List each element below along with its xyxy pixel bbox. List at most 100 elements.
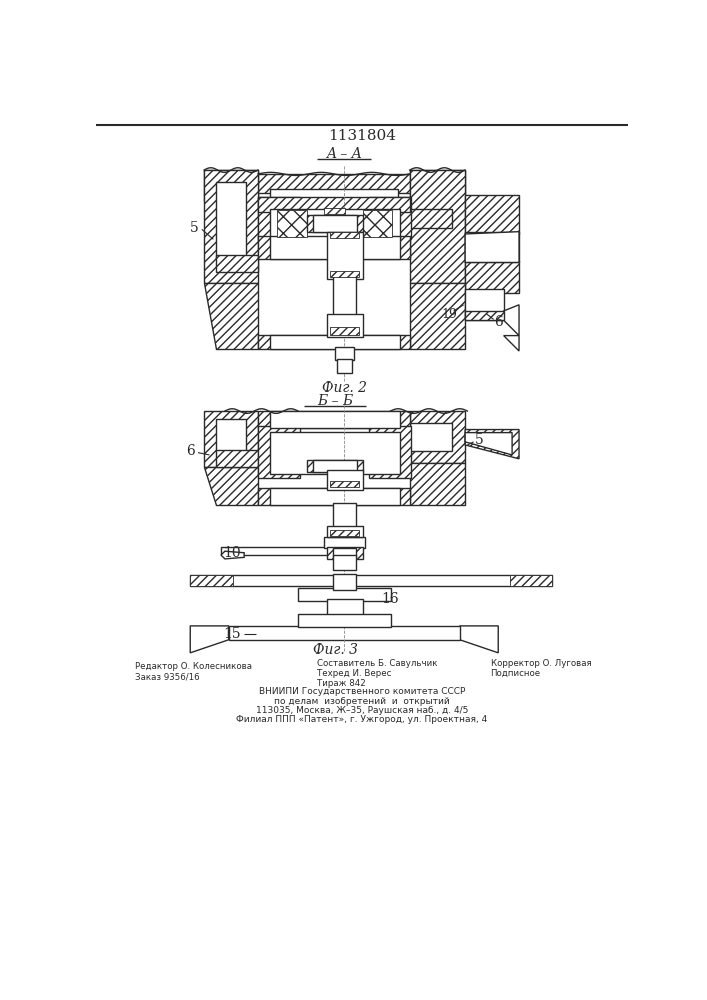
Bar [204, 170, 258, 283]
Bar [258, 197, 409, 212]
Bar [312, 215, 356, 232]
Bar [216, 450, 258, 466]
Text: A – A: A – A [327, 147, 362, 161]
Text: 6: 6 [494, 315, 503, 329]
Polygon shape [465, 232, 519, 262]
Text: Подписное: Подписное [491, 669, 541, 678]
Bar [298, 588, 391, 601]
Bar [330, 232, 359, 238]
Bar [204, 411, 258, 466]
Bar [190, 575, 552, 586]
Polygon shape [409, 283, 465, 349]
Bar [409, 209, 452, 228]
Bar [216, 182, 247, 259]
Polygon shape [460, 626, 498, 653]
Bar [465, 261, 519, 293]
Text: Корректор О. Луговая: Корректор О. Луговая [491, 659, 591, 668]
Bar [269, 209, 399, 239]
Text: Филиал ППП «Патент», г. Ужгород, ул. Проектная, 4: Филиал ППП «Патент», г. Ужгород, ул. Про… [236, 715, 488, 724]
Text: 15: 15 [224, 627, 241, 641]
Text: Техред И. Верес: Техред И. Верес [317, 669, 392, 678]
Bar [330, 327, 359, 335]
Bar [334, 503, 356, 528]
Bar [334, 574, 356, 590]
Text: 5: 5 [474, 433, 484, 447]
Bar [334, 276, 356, 316]
Text: Тираж 842: Тираж 842 [317, 679, 366, 688]
Polygon shape [409, 463, 465, 505]
Bar [465, 195, 519, 234]
Bar [327, 470, 363, 490]
Bar [363, 210, 392, 237]
Bar [465, 289, 503, 320]
Bar [325, 537, 365, 548]
Bar [216, 419, 247, 451]
Bar [307, 215, 363, 232]
Text: 5: 5 [189, 221, 199, 235]
Bar [510, 575, 552, 586]
Bar [258, 235, 409, 259]
Bar [258, 335, 409, 349]
Bar [369, 426, 411, 478]
Polygon shape [190, 626, 229, 653]
Bar [258, 426, 300, 478]
Polygon shape [503, 305, 519, 336]
Bar [337, 359, 352, 373]
Bar [269, 488, 399, 505]
Polygon shape [204, 466, 258, 505]
Bar [330, 481, 359, 487]
Bar [325, 208, 345, 214]
Text: 10: 10 [224, 546, 241, 560]
Bar [409, 170, 465, 201]
Text: Заказ 9356/16: Заказ 9356/16 [135, 672, 199, 681]
Bar [269, 189, 398, 211]
Bar [269, 432, 399, 474]
Bar [307, 460, 363, 472]
Polygon shape [204, 283, 258, 349]
Text: Фиг. 2: Фиг. 2 [322, 381, 367, 395]
Bar [258, 411, 409, 428]
Bar [409, 170, 465, 283]
Polygon shape [465, 430, 519, 459]
Bar [334, 555, 356, 570]
Bar [216, 255, 258, 272]
Text: Фиг. 3: Фиг. 3 [312, 643, 358, 657]
Text: ВНИИПИ Государственного комитета СССР: ВНИИПИ Государственного комитета СССР [259, 687, 465, 696]
Bar [269, 411, 399, 428]
Bar [269, 235, 399, 259]
Bar [298, 614, 391, 627]
Polygon shape [221, 551, 244, 559]
Bar [330, 271, 359, 277]
Bar [229, 626, 460, 640]
Bar [369, 197, 411, 239]
Bar [258, 488, 409, 505]
Bar [327, 547, 363, 559]
Polygon shape [465, 433, 512, 455]
Text: Б – Б: Б – Б [317, 394, 353, 408]
Text: 6: 6 [186, 444, 194, 458]
Bar [221, 547, 329, 555]
Bar [258, 197, 300, 239]
Bar [327, 526, 363, 537]
Text: 16: 16 [382, 592, 399, 606]
Polygon shape [503, 336, 519, 351]
Bar [190, 575, 233, 586]
Bar [334, 548, 356, 557]
Bar [277, 210, 307, 237]
Text: Редактор О. Колесникова: Редактор О. Колесникова [135, 662, 252, 671]
Text: 113035, Москва, Ж–35, Раушская наб., д. 4/5: 113035, Москва, Ж–35, Раушская наб., д. … [256, 706, 468, 715]
Bar [409, 423, 452, 451]
Bar [327, 232, 363, 279]
Text: Составитель Б. Савульчик: Составитель Б. Савульчик [317, 659, 438, 668]
Bar [465, 232, 519, 262]
Text: 1131804: 1131804 [328, 129, 396, 143]
Bar [327, 314, 363, 337]
Bar [269, 335, 399, 349]
Bar [465, 311, 503, 320]
Bar [330, 530, 359, 536]
Bar [327, 599, 363, 616]
Text: по делам  изобретений  и  открытий: по делам изобретений и открытий [274, 697, 450, 706]
Bar [312, 460, 356, 472]
Bar [258, 174, 409, 193]
Bar [409, 411, 465, 463]
